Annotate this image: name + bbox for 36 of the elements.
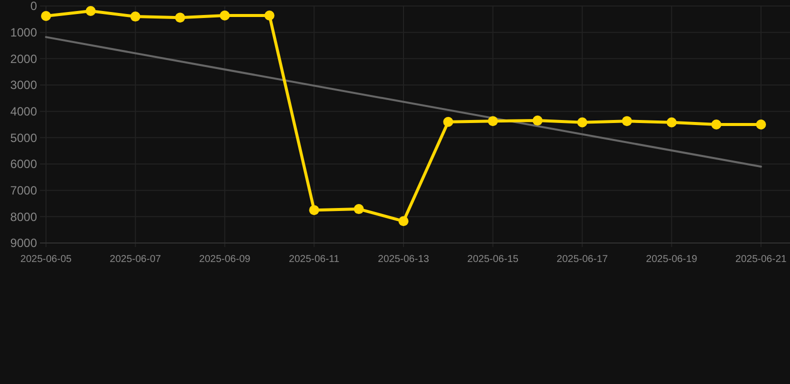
y-tick-label: 8000: [10, 210, 38, 224]
point: [711, 120, 722, 130]
x-tick-label: 2025-06-07: [110, 254, 162, 265]
point: [309, 205, 320, 216]
x-tick-label: 2025-06-11: [288, 254, 340, 265]
point: [577, 117, 588, 128]
y-tick-label: 7000: [10, 184, 38, 198]
point: [622, 116, 632, 126]
y-tick-label: 3000: [10, 78, 38, 92]
point: [532, 116, 543, 126]
x-tick-label: 2025-06-21: [735, 254, 788, 265]
point: [354, 204, 364, 214]
y-tick-label: 6000: [10, 157, 38, 172]
y-tick-label: 4000: [10, 104, 38, 119]
point: [398, 216, 408, 226]
point: [130, 12, 140, 22]
point: [86, 6, 96, 16]
y-tick-label: 0: [30, 0, 38, 14]
point: [756, 120, 766, 130]
point: [264, 10, 274, 20]
point: [443, 116, 454, 127]
x-tick-label: 2025-06-17: [556, 254, 608, 265]
y-tick-label: 2000: [10, 52, 38, 66]
x-tick-label: 2025-06-09: [199, 254, 251, 265]
x-tick-label: 2025-06-15: [467, 254, 519, 265]
point: [41, 11, 51, 22]
y-tick-label: 9000: [10, 236, 38, 250]
y-tick-label: 5000: [10, 130, 38, 145]
point: [175, 12, 186, 23]
y-tick-label: 1000: [10, 26, 38, 40]
x-tick-label: 2025-06-13: [378, 254, 430, 265]
x-tick-label: 2025-06-19: [646, 254, 698, 265]
point: [220, 10, 230, 20]
point: [666, 117, 677, 128]
x-tick-label: 2025-06-05: [20, 254, 72, 265]
point: [488, 116, 498, 126]
